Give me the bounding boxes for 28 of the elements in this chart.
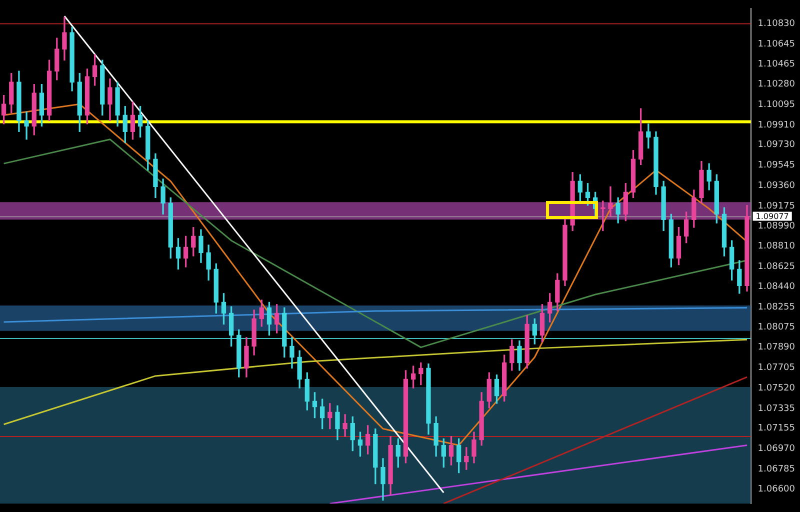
y-tick-label: 1.07520 bbox=[758, 383, 796, 394]
y-tick-label: 1.07890 bbox=[758, 342, 796, 353]
candlestick bbox=[608, 186, 613, 217]
y-tick-label: 1.08625 bbox=[758, 262, 795, 272]
y-tick-label: 1.08255 bbox=[758, 302, 795, 313]
y-tick-label: 1.09730 bbox=[758, 140, 796, 150]
y-tick-label: 1.06600 bbox=[758, 484, 796, 495]
y-tick-label: 1.07335 bbox=[758, 404, 795, 414]
y-tick-label: 1.08075 bbox=[758, 322, 795, 332]
y-tick-label: 1.09545 bbox=[758, 160, 795, 171]
y-tick-label: 1.08990 bbox=[758, 222, 796, 232]
y-tick-label: 1.10280 bbox=[758, 80, 796, 90]
ref-line-label: 1.09077 bbox=[756, 212, 789, 221]
y-tick-label: 1.09360 bbox=[758, 180, 796, 191]
y-tick-label: 1.08810 bbox=[758, 241, 796, 252]
y-tick-label: 1.06785 bbox=[758, 464, 795, 474]
y-tick-label: 1.10465 bbox=[758, 59, 795, 70]
y-tick-label: 1.10830 bbox=[758, 19, 796, 30]
y-tick-label: 1.08440 bbox=[758, 282, 796, 292]
candlestick bbox=[342, 414, 348, 437]
y-tick-label: 1.07155 bbox=[758, 424, 795, 434]
y-tick-label: 1.09910 bbox=[758, 120, 796, 130]
y-tick-label: 1.09175 bbox=[758, 201, 795, 212]
candlestick bbox=[24, 112, 29, 140]
y-tick-label: 1.10645 bbox=[758, 40, 795, 50]
y-tick-label: 1.06970 bbox=[758, 444, 796, 454]
y-tick-label: 1.07705 bbox=[758, 363, 795, 374]
y-tick-label: 1.10095 bbox=[758, 100, 795, 110]
